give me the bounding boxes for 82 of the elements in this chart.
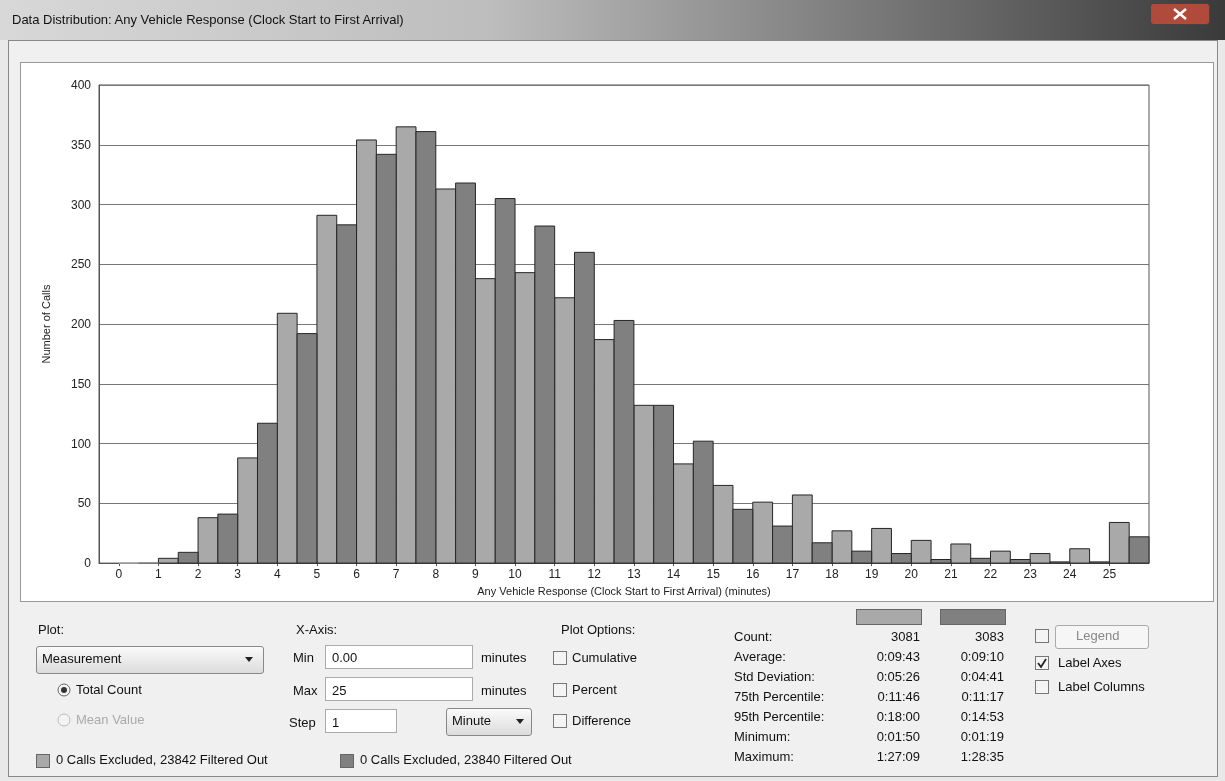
text: 0:11:46 (877, 689, 920, 704)
x-tick-label: 14 (666, 567, 681, 582)
text: Step (289, 715, 316, 730)
x-tick-label: 10 (508, 567, 523, 582)
text: Minimum: (734, 729, 791, 744)
y-tick-label: 350 (70, 137, 92, 152)
text: 75th Percentile: (734, 689, 825, 704)
text: Plot Options: (561, 622, 636, 637)
x-tick-label: 24 (1063, 567, 1077, 582)
text: X-Axis: (296, 622, 338, 637)
x-tick-label: 9 (472, 567, 480, 582)
x-tick-label: 5 (313, 567, 321, 582)
text: Legend (1076, 628, 1120, 643)
x-tick-label: 21 (944, 567, 958, 582)
chart-title: Data Distribution: Any Vehicle Response (Clock Start to First Arrival) (12, 12, 404, 27)
y-tick-label: 250 (70, 257, 92, 272)
text: 0:01:50 (875, 729, 920, 744)
text: minutes (481, 683, 527, 698)
x-axis-title: Any Vehicle Response (Clock Start to First Arrival) (minutes) (477, 584, 771, 597)
text: Label Axes (1058, 655, 1122, 670)
text: Std Deviation: (734, 669, 815, 684)
text: 1 (332, 715, 340, 730)
x-tick-label: 2 (194, 567, 202, 582)
text: minutes (481, 650, 527, 665)
x-tick-label: 19 (864, 567, 879, 582)
text: 1:27:09 (875, 749, 920, 764)
text: Total Count (76, 682, 142, 697)
text: Plot: (38, 622, 65, 637)
y-tick-label: 200 (70, 317, 92, 332)
text: Max (293, 683, 318, 698)
text: 95th Percentile: (734, 709, 825, 724)
text: Cumulative (572, 650, 638, 665)
x-tick-label: 11 (548, 567, 562, 582)
x-tick-label: 8 (432, 567, 440, 582)
text: 0:04:41 (960, 669, 1004, 684)
text: 3081 (890, 629, 920, 644)
x-tick-label: 13 (627, 567, 641, 582)
text: 0:05:26 (875, 669, 920, 684)
text: Percent (572, 682, 617, 697)
text: 25 (332, 683, 347, 698)
text: 0 Calls Excluded, 23840 Filtered Out (360, 752, 572, 767)
y-tick-label: 400 (70, 78, 92, 92)
x-tick-label: 15 (706, 567, 721, 582)
x-tick-label: 17 (785, 567, 800, 582)
y-tick-label: 0 (84, 556, 92, 571)
text: 0 Calls Excluded, 23842 Filtered Out (56, 752, 268, 767)
x-tick-label: 4 (273, 567, 281, 582)
x-tick-label: 7 (392, 567, 400, 582)
text: 0:01:19 (960, 729, 1004, 744)
y-tick-label: 100 (70, 436, 92, 451)
x-tick-label: 1 (155, 567, 163, 582)
y-tick-label: 300 (70, 197, 92, 212)
text: 1:28:35 (960, 749, 1004, 764)
x-tick-label: 16 (746, 567, 760, 582)
text: 3083 (975, 629, 1004, 644)
y-tick-label: 50 (77, 496, 92, 511)
text: 0:09:43 (875, 649, 920, 664)
x-tick-label: 0 (115, 567, 123, 582)
text: 0:11:17 (961, 689, 1004, 704)
x-tick-label: 25 (1102, 567, 1117, 582)
text: 0.00 (332, 650, 358, 665)
x-tick-label: 22 (983, 567, 998, 582)
x-tick-label: 18 (825, 567, 840, 582)
x-tick-label: 20 (904, 567, 919, 582)
text: 0:14:53 (960, 709, 1004, 724)
y-tick-label: 150 (70, 376, 92, 391)
text: Average: (734, 649, 786, 664)
text: Difference (572, 713, 632, 728)
x-tick-label: 12 (587, 567, 602, 582)
y-axis-title: Number of Calls (39, 284, 52, 364)
text: Count: (734, 629, 773, 644)
text: 0:09:10 (960, 649, 1004, 664)
x-tick-label: 3 (234, 567, 242, 582)
text: Maximum: (734, 749, 794, 764)
text: Measurement (42, 651, 122, 666)
x-tick-label: 23 (1023, 567, 1038, 582)
text: Mean Value (76, 712, 145, 727)
text: Min (293, 650, 314, 665)
text: Label Columns (1058, 679, 1145, 694)
text: 0:18:00 (876, 709, 920, 724)
x-tick-label: 6 (353, 567, 361, 582)
text: Minute (452, 713, 492, 728)
